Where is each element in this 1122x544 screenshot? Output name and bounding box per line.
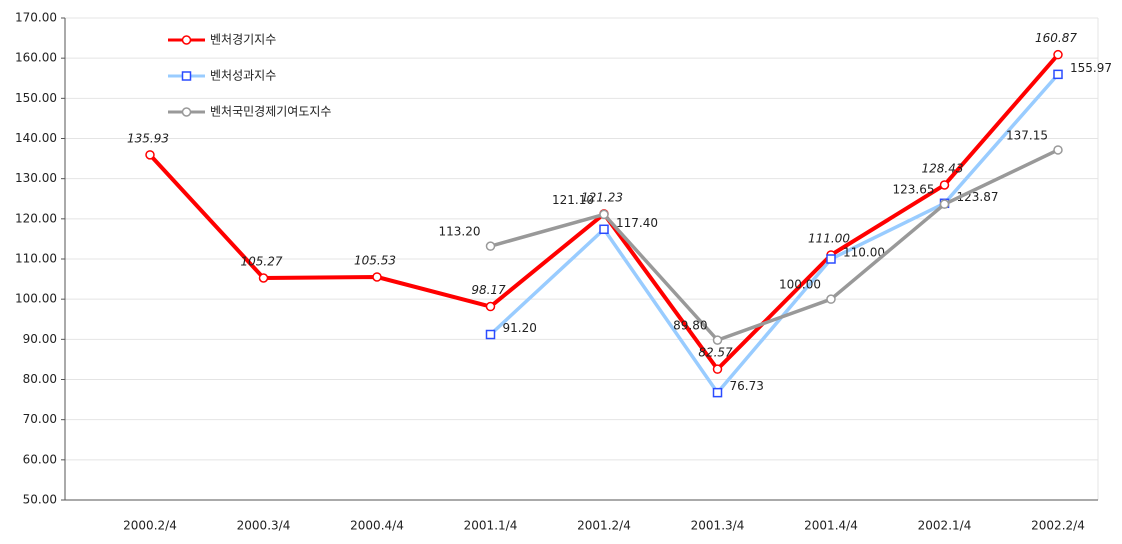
- y-tick-label: 120.00: [15, 211, 57, 225]
- y-tick-label: 110.00: [15, 252, 57, 266]
- legend-marker: [181, 71, 192, 81]
- series-line: [490, 148, 1059, 342]
- data-label: 123.65: [893, 183, 935, 197]
- y-tick-label: 80.00: [23, 372, 57, 386]
- y-tick-label: 50.00: [23, 493, 57, 507]
- data-label: 105.53: [354, 253, 396, 267]
- y-tick-label: 60.00: [23, 452, 57, 466]
- marker: [712, 387, 723, 398]
- data-label: 128.43: [922, 161, 964, 175]
- marker: [599, 224, 609, 235]
- y-tick-label: 140.00: [15, 131, 57, 145]
- data-label: 160.87: [1035, 31, 1077, 45]
- marker: [485, 241, 496, 251]
- legend-label: 벤처성과지수: [210, 69, 276, 83]
- marker: [712, 335, 723, 345]
- marker: [372, 272, 382, 282]
- y-tick-label: 160.00: [15, 51, 57, 65]
- x-tick-label: 2001.3/4: [691, 519, 745, 533]
- data-label: 100.00: [779, 278, 821, 292]
- marker: [826, 294, 836, 304]
- data-label: 155.97: [1070, 61, 1112, 75]
- data-label: 82.57: [698, 346, 733, 360]
- data-label: 110.00: [843, 246, 885, 260]
- marker: [712, 364, 723, 374]
- data-label: 135.93: [127, 131, 169, 145]
- legend-label: 벤처국민경제기여도지수: [210, 105, 331, 119]
- y-tick-label: 70.00: [23, 412, 57, 426]
- legend-marker: [181, 107, 192, 117]
- legend-marker: [181, 35, 192, 45]
- x-tick-label: 2000.3/4: [237, 519, 291, 533]
- marker: [485, 329, 496, 340]
- marker: [258, 273, 269, 283]
- data-label: 105.27: [241, 254, 283, 268]
- marker: [1053, 145, 1063, 155]
- y-tick-label: 150.00: [15, 91, 57, 105]
- data-label: 91.20: [503, 321, 537, 335]
- data-label: 111.00: [808, 231, 850, 245]
- series-line: [489, 73, 1060, 395]
- data-label: 113.20: [439, 225, 481, 239]
- marker: [145, 150, 155, 160]
- marker: [1053, 69, 1063, 80]
- marker: [485, 301, 496, 312]
- x-tick-label: 2000.4/4: [350, 519, 404, 533]
- x-tick-label: 2001.4/4: [804, 519, 858, 533]
- y-tick-label: 130.00: [15, 171, 57, 185]
- y-tick-label: 170.00: [15, 11, 57, 25]
- data-label: 117.40: [616, 216, 658, 230]
- data-label: 76.73: [730, 379, 764, 393]
- data-label: 121.23: [581, 190, 623, 204]
- marker: [599, 209, 609, 220]
- data-label: 121.10: [552, 193, 594, 207]
- marker: [826, 254, 836, 264]
- y-tick-label: 90.00: [23, 332, 57, 346]
- marker: [1053, 49, 1063, 60]
- x-tick-label: 2000.2/4: [123, 519, 177, 533]
- data-label: 137.15: [1006, 128, 1048, 142]
- legend-label: 벤처경기지수: [210, 33, 276, 47]
- x-tick-label: 2002.1/4: [918, 519, 972, 533]
- x-tick-label: 2001.2/4: [577, 519, 631, 533]
- x-tick-label: 2002.2/4: [1031, 519, 1085, 533]
- x-tick-label: 2001.1/4: [464, 519, 518, 533]
- marker: [939, 180, 950, 190]
- data-label: 89.80: [673, 319, 707, 333]
- data-label: 98.17: [471, 283, 506, 297]
- marker: [939, 199, 950, 209]
- y-tick-label: 100.00: [15, 292, 57, 306]
